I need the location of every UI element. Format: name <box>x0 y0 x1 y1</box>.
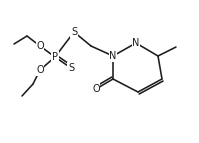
Text: P: P <box>52 52 58 62</box>
Text: N: N <box>109 51 117 61</box>
Text: O: O <box>36 41 44 51</box>
Text: O: O <box>36 65 44 75</box>
Text: S: S <box>71 27 77 37</box>
Text: N: N <box>132 38 140 48</box>
Text: O: O <box>92 84 100 94</box>
Text: S: S <box>68 63 74 73</box>
